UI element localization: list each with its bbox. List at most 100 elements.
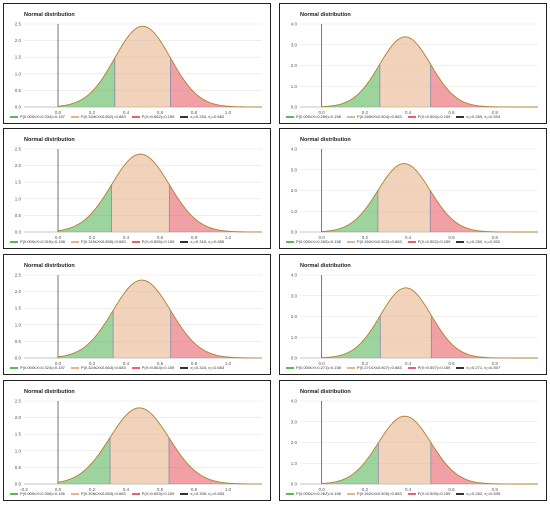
legend-swatch bbox=[70, 240, 79, 243]
legend-item[interactable]: P(0.306≤X≤0.653)=0.683 bbox=[70, 491, 126, 496]
legend-swatch bbox=[10, 492, 18, 495]
legend-label: x₁=0.260, x₂=0.502 bbox=[466, 239, 501, 244]
legend-swatch bbox=[286, 492, 294, 495]
legend-item[interactable]: x₁=0.271, x₂=0.507 bbox=[456, 365, 500, 370]
legend-label: P(X>0.662)=0.159 bbox=[141, 114, 175, 119]
legend-item[interactable]: P(X>0.662)=0.159 bbox=[131, 114, 175, 119]
chart-svg: 0.0 1.0 2.0 3.0 4.0 0.0 0.2 0.4 0.6 0.8 bbox=[291, 273, 538, 366]
density-curve bbox=[57, 279, 263, 359]
y-tick-label: 2.5 bbox=[15, 147, 22, 152]
legend-swatch bbox=[131, 366, 140, 369]
legend-item[interactable]: P(X>0.663)=0.159 bbox=[131, 365, 174, 370]
density-curve bbox=[321, 415, 538, 485]
legend: P(0.000≤X<0.324)=0.157 P(0.324≤X≤0.663)=0… bbox=[10, 365, 266, 370]
y-tick-label: 1.0 bbox=[291, 335, 298, 340]
x-tick-label: 0.4 bbox=[123, 235, 130, 240]
central-area bbox=[380, 287, 432, 358]
density-curve bbox=[57, 153, 263, 233]
legend-label: x₁=0.262, x₂=0.505 bbox=[466, 491, 501, 496]
chart-svg: 0.0 1.0 2.0 3.0 4.0 0.0 0.2 0.4 0.6 0.8 bbox=[291, 399, 538, 492]
y-tick-label: 0.0 bbox=[15, 482, 22, 487]
y-tick-label: 2.0 bbox=[15, 415, 22, 420]
central-area bbox=[113, 280, 171, 358]
legend-item[interactable]: x₁=0.269, x₂=0.504 bbox=[456, 114, 500, 119]
legend-item[interactable]: P(0.000≤X<0.334)=0.157 bbox=[10, 114, 65, 119]
legend-item[interactable]: P(X>0.505)=0.159 bbox=[407, 491, 450, 496]
legend-label: P(0.000≤X<0.315)=0.158 bbox=[20, 239, 65, 244]
y-tick-label: 0.0 bbox=[15, 105, 22, 110]
chart-svg: 0.0 1.0 2.0 3.0 4.0 0.0 0.2 0.4 0.6 0.8 bbox=[291, 147, 538, 240]
chart-panel: Normal distribution 0.0 1.0 2.0 3.0 4.0 0.0 0.2… bbox=[279, 380, 547, 501]
legend-item[interactable]: P(0.324≤X≤0.663)=0.683 bbox=[70, 365, 126, 370]
legend-item[interactable]: P(0.000≤X<0.262)=0.158 bbox=[286, 491, 341, 496]
y-tick-label: 2.5 bbox=[15, 22, 22, 27]
legend-item[interactable]: P(0.000≤X<0.315)=0.158 bbox=[10, 239, 65, 244]
legend-item[interactable]: P(0.262≤X≤0.505)=0.683 bbox=[346, 491, 402, 496]
right-tail-area bbox=[170, 58, 262, 107]
left-tail-area bbox=[58, 184, 112, 232]
y-tick-label: 4.0 bbox=[291, 22, 298, 27]
legend-swatch bbox=[131, 240, 140, 243]
legend-item[interactable]: P(0.000≤X<0.260)=0.158 bbox=[286, 239, 341, 244]
legend-item[interactable]: P(X>0.507)=0.159 bbox=[407, 365, 450, 370]
legend-item[interactable]: P(0.269≤X≤0.504)=0.683 bbox=[346, 114, 402, 119]
legend-label: P(0.000≤X<0.260)=0.158 bbox=[296, 239, 341, 244]
x-tick-label: 0.4 bbox=[123, 361, 130, 366]
legend-swatch bbox=[180, 115, 189, 118]
legend-item[interactable]: P(0.000≤X<0.269)=0.158 bbox=[286, 114, 341, 119]
x-tick-label: 0.8 bbox=[191, 361, 198, 366]
legend-item[interactable]: P(0.271≤X≤0.507)=0.683 bbox=[346, 365, 402, 370]
legend-item[interactable]: P(0.334≤X≤0.662)=0.683 bbox=[70, 114, 126, 119]
central-area bbox=[111, 154, 170, 232]
legend-item[interactable]: P(0.000≤X<0.306)=0.156 bbox=[10, 491, 65, 496]
x-tick-label: 0.4 bbox=[405, 110, 412, 115]
density-curve bbox=[57, 25, 263, 108]
x-tick-label: 0.2 bbox=[362, 487, 369, 492]
legend-label: P(0.000≤X<0.271)=0.158 bbox=[296, 365, 341, 370]
legend-item[interactable]: x₁=0.334, x₂=0.662 bbox=[180, 114, 224, 119]
legend-swatch bbox=[70, 366, 79, 369]
legend-swatch bbox=[131, 492, 140, 495]
legend-label: x₁=0.269, x₂=0.504 bbox=[466, 114, 501, 119]
legend-item[interactable]: P(X>0.655)=0.159 bbox=[131, 239, 174, 244]
x-tick-label: 0.8 bbox=[492, 361, 499, 366]
chart-title: Normal distribution bbox=[300, 389, 351, 395]
x-tick-label: 0.6 bbox=[157, 235, 164, 240]
legend-swatch bbox=[407, 492, 416, 495]
chart-title: Normal distribution bbox=[300, 12, 351, 18]
y-tick-label: 0.0 bbox=[291, 105, 298, 110]
y-tick-label: 4.0 bbox=[291, 273, 298, 278]
y-tick-label: 0.5 bbox=[15, 339, 22, 344]
x-tick-label: 0.0 bbox=[319, 361, 326, 366]
legend: P(0.000≤X<0.262)=0.158 P(0.262≤X≤0.505)=0… bbox=[286, 491, 542, 496]
legend-item[interactable]: P(X>0.504)=0.159 bbox=[407, 114, 450, 119]
legend-label: P(0.000≤X<0.269)=0.158 bbox=[296, 114, 341, 119]
y-tick-label: 4.0 bbox=[291, 147, 298, 152]
legend-item[interactable]: x₁=0.306, x₂=0.653 bbox=[180, 491, 224, 496]
x-tick-label: 0.6 bbox=[448, 361, 455, 366]
x-tick-label: 1.0 bbox=[225, 487, 232, 492]
right-tail-area bbox=[430, 64, 538, 107]
legend-label: P(X>0.502)=0.159 bbox=[417, 239, 451, 244]
legend-swatch bbox=[180, 366, 189, 369]
legend-swatch bbox=[286, 366, 294, 369]
x-tick-label: 0.6 bbox=[157, 110, 164, 115]
legend-item[interactable]: P(0.260≤X≤0.502)=0.683 bbox=[346, 239, 402, 244]
legend-item[interactable]: P(X>0.502)=0.159 bbox=[407, 239, 451, 244]
legend-item[interactable]: x₁=0.260, x₂=0.502 bbox=[456, 239, 500, 244]
legend-item[interactable]: x₁=0.315, x₂=0.655 bbox=[180, 239, 224, 244]
legend-item[interactable]: x₁=0.324, x₂=0.663 bbox=[180, 365, 224, 370]
legend-item[interactable]: P(0.315≤X≤0.655)=0.683 bbox=[70, 239, 126, 244]
legend-item[interactable]: P(0.000≤X<0.271)=0.158 bbox=[286, 365, 341, 370]
chart-title: Normal distribution bbox=[24, 12, 75, 18]
y-tick-label: 1.5 bbox=[15, 180, 22, 185]
x-tick-label: 0.0 bbox=[55, 110, 62, 115]
y-tick-label: 2.0 bbox=[291, 63, 298, 68]
legend-item[interactable]: P(0.000≤X<0.324)=0.157 bbox=[10, 365, 65, 370]
left-tail-area bbox=[58, 310, 114, 358]
legend-item[interactable]: x₁=0.262, x₂=0.505 bbox=[456, 491, 500, 496]
y-tick-label: 1.0 bbox=[291, 209, 298, 214]
chart-panel: Normal distribution 0.0 1.0 2.0 3.0 4.0 0.0 0.2… bbox=[279, 254, 547, 375]
x-tick-label: 0.0 bbox=[55, 235, 62, 240]
legend-item[interactable]: P(X>0.653)=0.159 bbox=[131, 491, 174, 496]
